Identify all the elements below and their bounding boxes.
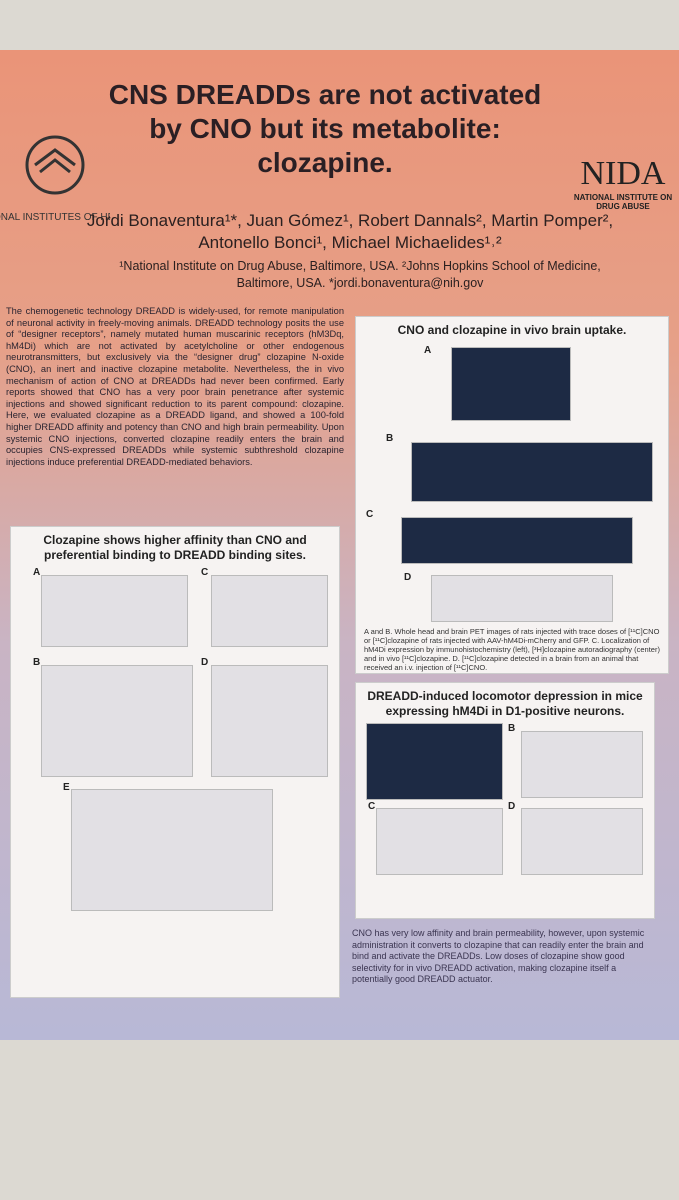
figure [211, 575, 328, 647]
affiliations: ¹National Institute on Drug Abuse, Balti… [119, 259, 601, 290]
caption: A and B. Whole head and brain PET images… [364, 627, 660, 672]
figure [521, 731, 643, 798]
panel-title: DREADD-induced locomotor depression in m… [367, 689, 643, 718]
figure [41, 665, 193, 777]
panel-label: D [508, 801, 516, 812]
logo-subtitle: NATIONAL INSTITUTE ON DRUG ABUSE [573, 193, 673, 211]
panel-label: B [386, 433, 394, 444]
panel: Clozapine shows higher affinity than CNO… [10, 526, 340, 998]
panel-label: E [63, 782, 70, 793]
figure [431, 575, 613, 622]
logo-name: NIDA [580, 155, 666, 192]
panel-title: CNO and clozapine in vivo brain uptake. [397, 323, 627, 337]
panel: CNO and clozapine in vivo brain uptake. … [355, 316, 669, 674]
panel-label: B [33, 657, 41, 668]
figure [411, 442, 653, 502]
panel-label: B [508, 723, 516, 734]
panel-label: C [366, 509, 374, 520]
panel-label: D [404, 572, 412, 583]
figure [401, 517, 633, 564]
conclusion: CNO has very low affinity and brain perm… [352, 928, 645, 984]
panel-label: C [368, 801, 376, 812]
figure [211, 665, 328, 777]
intro: The chemogenetic technology DREADD is wi… [6, 306, 344, 467]
panel-label: A [33, 567, 41, 578]
figure [376, 808, 503, 875]
panel-label: A [424, 345, 432, 356]
figure [521, 808, 643, 875]
title: CNS DREADDs are not activated by CNO but… [108, 79, 542, 178]
panel: DREADD-induced locomotor depression in m… [355, 682, 655, 919]
figure [366, 723, 503, 800]
panel-label: D [201, 657, 209, 668]
nih-logo: NATIONAL INSTITUTES OF HEALTH [0, 135, 110, 223]
panel-title: Clozapine shows higher affinity than CNO… [43, 533, 307, 562]
logo-text: NATIONAL INSTITUTES OF HEALTH [0, 212, 110, 223]
poster: NATIONAL INSTITUTES OF HEALTH NIDA NATIO… [0, 50, 679, 1040]
figure [41, 575, 188, 647]
figure [71, 789, 273, 911]
figure [451, 347, 571, 421]
nida-logo: NIDA NATIONAL INSTITUTE ON DRUG ABUSE [568, 155, 678, 211]
panel-label: C [201, 567, 209, 578]
authors: Jordi Bonaventura¹*, Juan Gómez¹, Robert… [86, 211, 614, 252]
